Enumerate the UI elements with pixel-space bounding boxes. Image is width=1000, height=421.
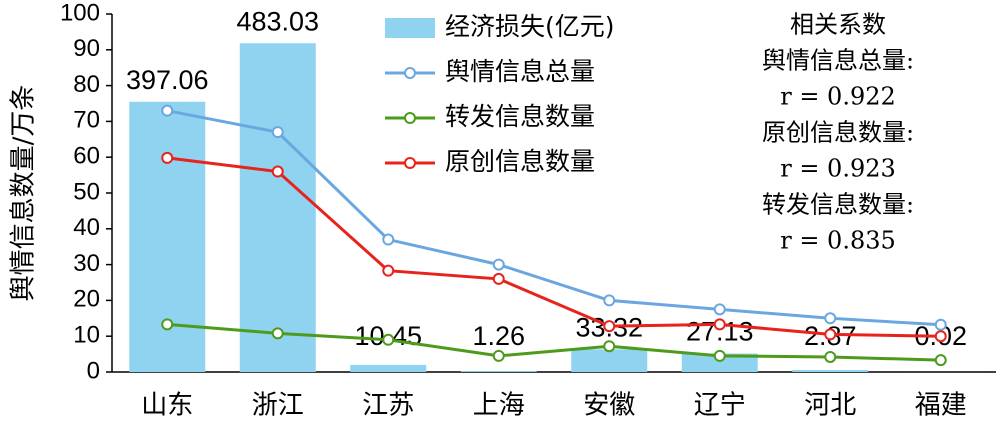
y-tick-label: 100 xyxy=(60,0,100,26)
value-label: 483.03 xyxy=(236,6,319,36)
annotation: 转发信息数量: xyxy=(762,191,914,219)
legend-label: 转发信息数量 xyxy=(445,102,595,131)
marker xyxy=(161,151,174,164)
marker xyxy=(934,354,947,367)
y-tick-label: 40 xyxy=(73,214,100,241)
x-tick-label: 浙江 xyxy=(252,391,304,421)
legend-label: 经济损失(亿元) xyxy=(445,12,615,41)
annotation: r = 0.923 xyxy=(780,155,896,183)
x-tick-label: 上海 xyxy=(473,391,525,421)
y-tick-label: 80 xyxy=(73,71,100,98)
marker xyxy=(161,104,174,117)
y-tick-label: 20 xyxy=(73,286,100,313)
marker xyxy=(161,318,174,331)
marker xyxy=(271,327,284,340)
bar xyxy=(460,371,537,372)
marker xyxy=(713,303,726,316)
marker xyxy=(492,349,505,362)
value-label: 397.06 xyxy=(126,65,209,95)
marker xyxy=(382,233,395,246)
annotation: r = 0.922 xyxy=(780,83,896,111)
marker xyxy=(603,294,616,307)
marker xyxy=(824,312,837,325)
marker xyxy=(603,320,616,333)
y-tick-label: 90 xyxy=(73,35,100,62)
annotation: r = 0.835 xyxy=(780,227,896,255)
value-label: 1.26 xyxy=(472,321,525,351)
x-tick-label: 河北 xyxy=(804,391,856,421)
marker xyxy=(492,258,505,271)
marker xyxy=(713,349,726,362)
legend-swatch xyxy=(385,18,435,38)
marker xyxy=(824,350,837,363)
marker xyxy=(603,340,616,353)
bar xyxy=(792,370,869,372)
y-tick-label: 30 xyxy=(73,250,100,277)
marker xyxy=(824,328,837,341)
marker xyxy=(934,318,947,331)
x-tick-label: 山东 xyxy=(141,391,193,421)
bar xyxy=(239,43,316,373)
marker xyxy=(271,165,284,178)
marker xyxy=(382,333,395,346)
legend-marker xyxy=(404,157,416,169)
bar xyxy=(350,364,427,372)
line xyxy=(166,109,941,327)
x-tick-label: 福建 xyxy=(915,391,967,421)
legend-label: 原创信息数量 xyxy=(445,147,595,176)
x-tick-label: 安徽 xyxy=(583,391,635,421)
annotation: 相关系数 xyxy=(790,11,886,39)
annotation: 原创信息数量: xyxy=(762,119,914,147)
line xyxy=(167,322,941,362)
marker xyxy=(934,330,947,343)
bar xyxy=(571,349,648,372)
annotation: 舆情信息总量: xyxy=(762,47,914,75)
marker xyxy=(382,264,395,277)
x-tick-label: 江苏 xyxy=(362,391,414,421)
marker xyxy=(492,272,505,285)
marker xyxy=(271,126,284,139)
bar xyxy=(129,101,206,373)
bar xyxy=(681,353,758,372)
marker xyxy=(713,318,726,331)
legend-marker xyxy=(404,67,416,79)
y-tick-label: 10 xyxy=(73,322,100,349)
y-axis-label: 舆情信息数量/万条 xyxy=(9,85,39,302)
y-tick-label: 50 xyxy=(73,178,100,205)
x-tick-label: 辽宁 xyxy=(694,391,746,421)
y-tick-label: 0 xyxy=(87,357,100,384)
line xyxy=(167,156,941,338)
legend-marker xyxy=(404,112,416,124)
legend-label: 舆情信息总量 xyxy=(445,57,595,86)
y-tick-label: 70 xyxy=(73,107,100,134)
y-tick-label: 60 xyxy=(73,143,100,170)
